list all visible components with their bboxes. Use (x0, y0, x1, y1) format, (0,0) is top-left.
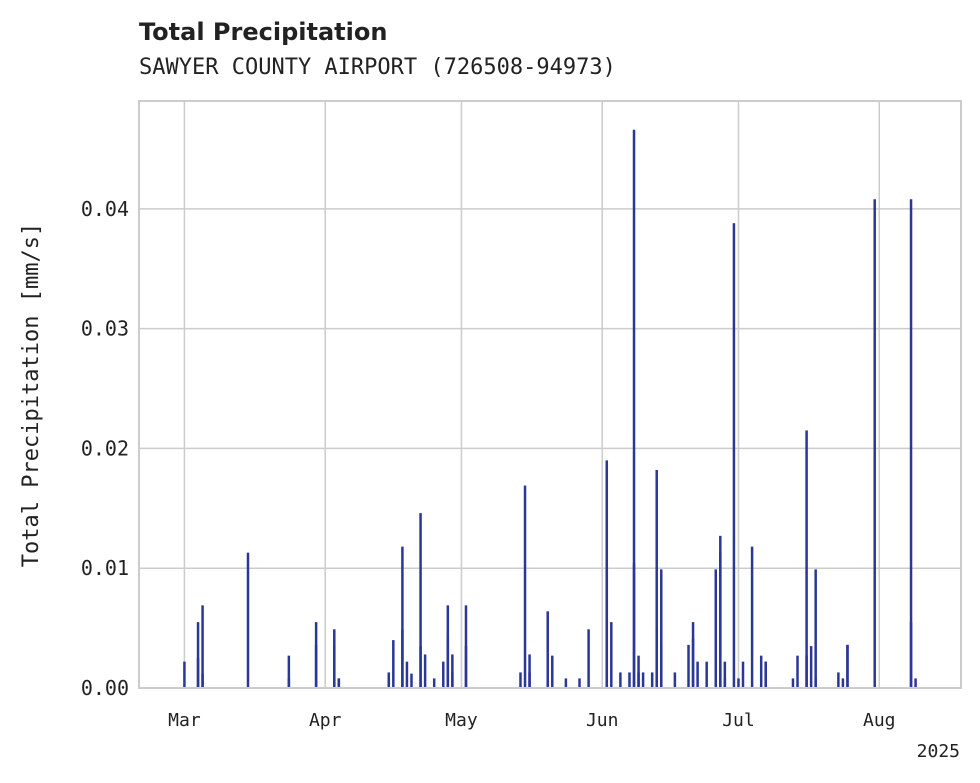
precipitation-bar (814, 569, 817, 688)
precipitation-bar (201, 673, 204, 688)
precipitation-bar (660, 569, 663, 688)
precipitation-bar (442, 661, 445, 688)
precipitation-bar (914, 678, 917, 688)
precipitation-bar (814, 678, 817, 688)
precipitation-bar (183, 661, 186, 688)
precipitation-bar (696, 661, 699, 688)
precipitation-bar (401, 629, 404, 688)
y-tick-label: 0.00 (81, 676, 129, 700)
x-tick-label: May (445, 710, 478, 731)
precipitation-bar (564, 678, 568, 688)
precipitation-bar (691, 638, 695, 688)
x-tick-label: Mar (168, 710, 201, 731)
precipitation-bar (764, 661, 767, 688)
precipitation-bar (546, 611, 549, 688)
precipitation-bar (687, 644, 690, 688)
chart-title: Total Precipitation (139, 18, 387, 46)
precipitation-bar (287, 678, 291, 688)
precipitation-bar (401, 546, 404, 688)
precipitation-bar (705, 661, 708, 688)
precipitation-bar (419, 513, 422, 688)
y-tick-label: 0.03 (81, 317, 129, 341)
x-tick-labels: Mar Apr May Jun Jul Aug (168, 710, 895, 731)
precipitation-bar (791, 678, 795, 688)
x-tick-label: Aug (863, 710, 896, 731)
precipitation-bar (719, 552, 722, 688)
plot-frame (138, 100, 962, 689)
precipitation-bar (655, 469, 658, 688)
precipitation-bar (632, 563, 636, 688)
precipitation-bar (619, 672, 622, 688)
precipitation-bar (392, 640, 395, 688)
precipitation-bar (464, 646, 468, 688)
y-tick-label: 0.04 (81, 197, 129, 221)
precipitation-bar (419, 646, 422, 688)
precipitation-bar (337, 678, 341, 688)
precipitation-bar (287, 655, 291, 688)
precipitation-bar (451, 654, 454, 688)
precipitation-bar (196, 658, 200, 688)
x-tick-label: Apr (309, 710, 342, 731)
precipitation-bar (523, 485, 527, 688)
x-tick-label: Jul (722, 710, 755, 731)
precipitation-bar (909, 199, 913, 688)
precipitation-bar (759, 655, 763, 688)
x-tick-label: Jun (586, 710, 619, 731)
precipitation-bar (405, 661, 409, 688)
precipitation-bar (528, 672, 531, 688)
precipitation-bar (451, 672, 454, 688)
precipitation-bar (410, 673, 413, 688)
precipitation-bar (196, 622, 200, 688)
precipitation-bar (673, 672, 677, 688)
precipitation-bar (314, 622, 318, 688)
y-tick-label: 0.02 (81, 436, 129, 460)
precipitation-bar (610, 622, 613, 688)
precipitation-bar (587, 629, 590, 688)
y-tick-labels: 0.00 0.01 0.02 0.03 0.04 (81, 197, 129, 700)
precipitation-bar (660, 646, 663, 688)
precipitation-bar (837, 672, 840, 688)
precipitation-bar (551, 655, 554, 688)
precipitation-bar (641, 672, 645, 688)
precipitation-bar (246, 552, 250, 688)
precipitation-bar (628, 672, 631, 688)
precipitation-bar (841, 678, 845, 688)
precipitation-bar (723, 661, 727, 688)
chart-subtitle: SAWYER COUNTY AIRPORT (726508-94973) (139, 55, 616, 80)
precipitation-bar (909, 622, 913, 688)
precipitation-bar (637, 672, 640, 688)
precipitation-bar (750, 546, 754, 688)
precipitation-bar (201, 605, 204, 688)
precipitation-bar (528, 654, 531, 688)
y-axis-label: Total Precipitation [mm/s] (19, 223, 44, 567)
precipitation-bar (737, 678, 740, 688)
precipitation-bar (519, 672, 522, 688)
precipitation-bar (809, 646, 813, 688)
precipitation-bar (578, 678, 581, 688)
precipitation-bar (432, 678, 436, 688)
precipitation-bar (605, 460, 609, 688)
precipitation-bar (632, 129, 636, 688)
precipitation-bar (333, 646, 336, 688)
bar-series (183, 129, 917, 688)
precipitation-bar (732, 223, 736, 688)
precipitation-bar (723, 678, 727, 688)
precipitation-bar (637, 655, 640, 688)
precipitation-bar (846, 644, 849, 688)
y-tick-label: 0.01 (81, 556, 129, 580)
precipitation-bar (714, 569, 718, 688)
grid-lines (139, 101, 961, 688)
year-label: 2025 (917, 741, 960, 762)
precipitation-bar (423, 654, 427, 688)
precipitation-bar (796, 655, 799, 688)
precipitation-bar (805, 430, 808, 688)
precipitation-bar (650, 672, 654, 688)
precipitation-bar (446, 605, 450, 688)
precipitation-bar (741, 661, 745, 688)
precipitation-bar (873, 199, 876, 688)
precipitation-bar (387, 678, 391, 688)
